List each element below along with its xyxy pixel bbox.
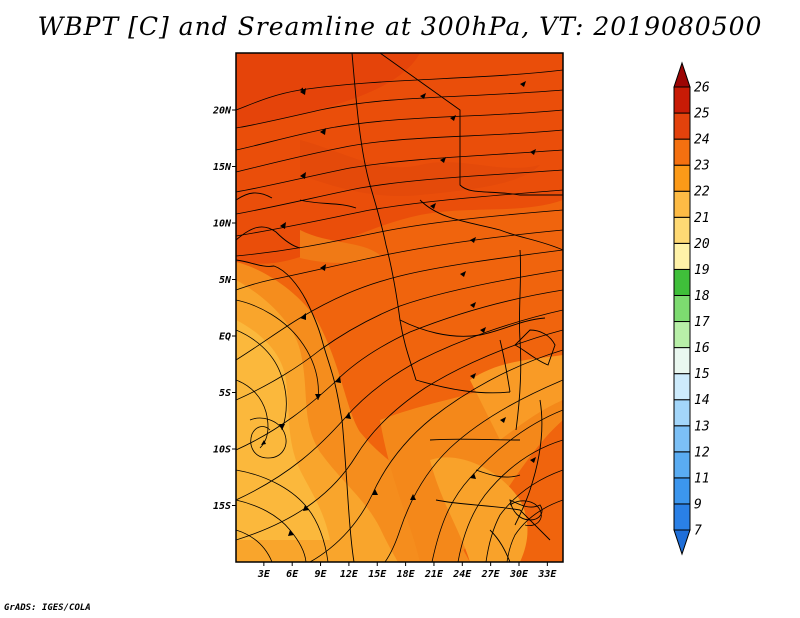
colorbar-level-label: 13 (694, 419, 710, 434)
lon-tick-label: 15E (368, 569, 387, 580)
lat-tick-label: 10N (213, 219, 232, 230)
colorbar-level-label: 17 (694, 315, 710, 330)
colorbar-level-label: 14 (694, 393, 710, 408)
lat-tick-label: 15S (213, 501, 231, 512)
lon-tick-label: 12E (340, 569, 359, 580)
colorbar-level-label: 11 (694, 471, 710, 486)
colorbar-level-label: 15 (694, 367, 710, 382)
colorbar-box (673, 190, 691, 218)
colorbar-box (673, 112, 691, 140)
lon-tick-label: 9E (315, 569, 328, 580)
lon-tick-label: 18E (397, 569, 416, 580)
lat-tick-label: 5S (219, 388, 231, 399)
colorbar-level-label: 25 (694, 107, 710, 122)
lon-tick-label: 6E (286, 569, 299, 580)
streamlines (236, 69, 563, 562)
colorbar-box (673, 347, 691, 375)
lat-tick-label: 15N (213, 162, 232, 173)
colorbar-box (673, 164, 691, 192)
colorbar-level-label: 19 (694, 263, 710, 278)
lon-tick-label: 3E (257, 569, 271, 580)
colorbar-box (673, 477, 691, 505)
colorbar-box (673, 216, 691, 244)
lon-tick-label: 33E (537, 569, 557, 580)
lat-tick-label: 20N (212, 106, 232, 117)
colorbar-level-label: 7 (694, 524, 702, 539)
colorbar-box (673, 373, 691, 401)
wbpt-shading (236, 53, 563, 562)
colorbar-box (673, 294, 691, 323)
lat-tick-label: 5N (219, 275, 232, 286)
colorbar-box (673, 268, 691, 296)
lat-tick-label: 10S (213, 445, 231, 456)
latitude-axis: 20N 15N 10N 5N EQ 5S 10S 15S (212, 106, 236, 512)
colorbar-level-label: 22 (694, 185, 710, 200)
colorbar: 7 9 11 12 13 14 15 16 17 18 19 20 21 22 23 24 25 26 (673, 61, 710, 556)
streamline-arrows (261, 81, 536, 536)
colorbar-level-label: 16 (694, 341, 710, 356)
lat-tick-label: EQ (219, 332, 231, 343)
colorbar-box (673, 399, 691, 427)
colorbar-level-label: 20 (694, 237, 710, 252)
credit-text: GrADS: IGES/COLA (4, 603, 91, 613)
colorbar-box (673, 451, 691, 479)
lon-tick-label: 30E (509, 569, 529, 580)
colorbar-level-label: 18 (694, 289, 710, 304)
plot-title: WBPT [C] and Sreamline at 300hPa, VT: 20… (37, 12, 763, 41)
colorbar-level-label: 26 (694, 81, 710, 96)
colorbar-box (673, 138, 691, 166)
colorbar-box (673, 86, 691, 114)
colorbar-level-label: 21 (694, 211, 710, 226)
map-frame (235, 52, 564, 563)
colorbar-level-label: 9 (694, 497, 702, 512)
colorbar-box (673, 321, 691, 349)
colorbar-box (673, 242, 691, 270)
colorbar-level-label: 23 (694, 159, 710, 174)
lon-tick-label: 27E (481, 569, 501, 580)
colorbar-max-triangle (673, 61, 691, 88)
lon-tick-label: 21E (424, 569, 444, 580)
longitude-axis: 3E 6E 9E 12E 15E 18E 21E 24E 27E 30E 33E (257, 562, 557, 580)
lon-tick-label: 24E (452, 569, 472, 580)
colorbar-level-label: 24 (694, 133, 710, 148)
country-borders (236, 53, 563, 562)
colorbar-box (673, 425, 691, 453)
colorbar-level-label: 12 (694, 445, 710, 460)
colorbar-min-triangle (673, 529, 691, 556)
colorbar-box (673, 503, 691, 531)
